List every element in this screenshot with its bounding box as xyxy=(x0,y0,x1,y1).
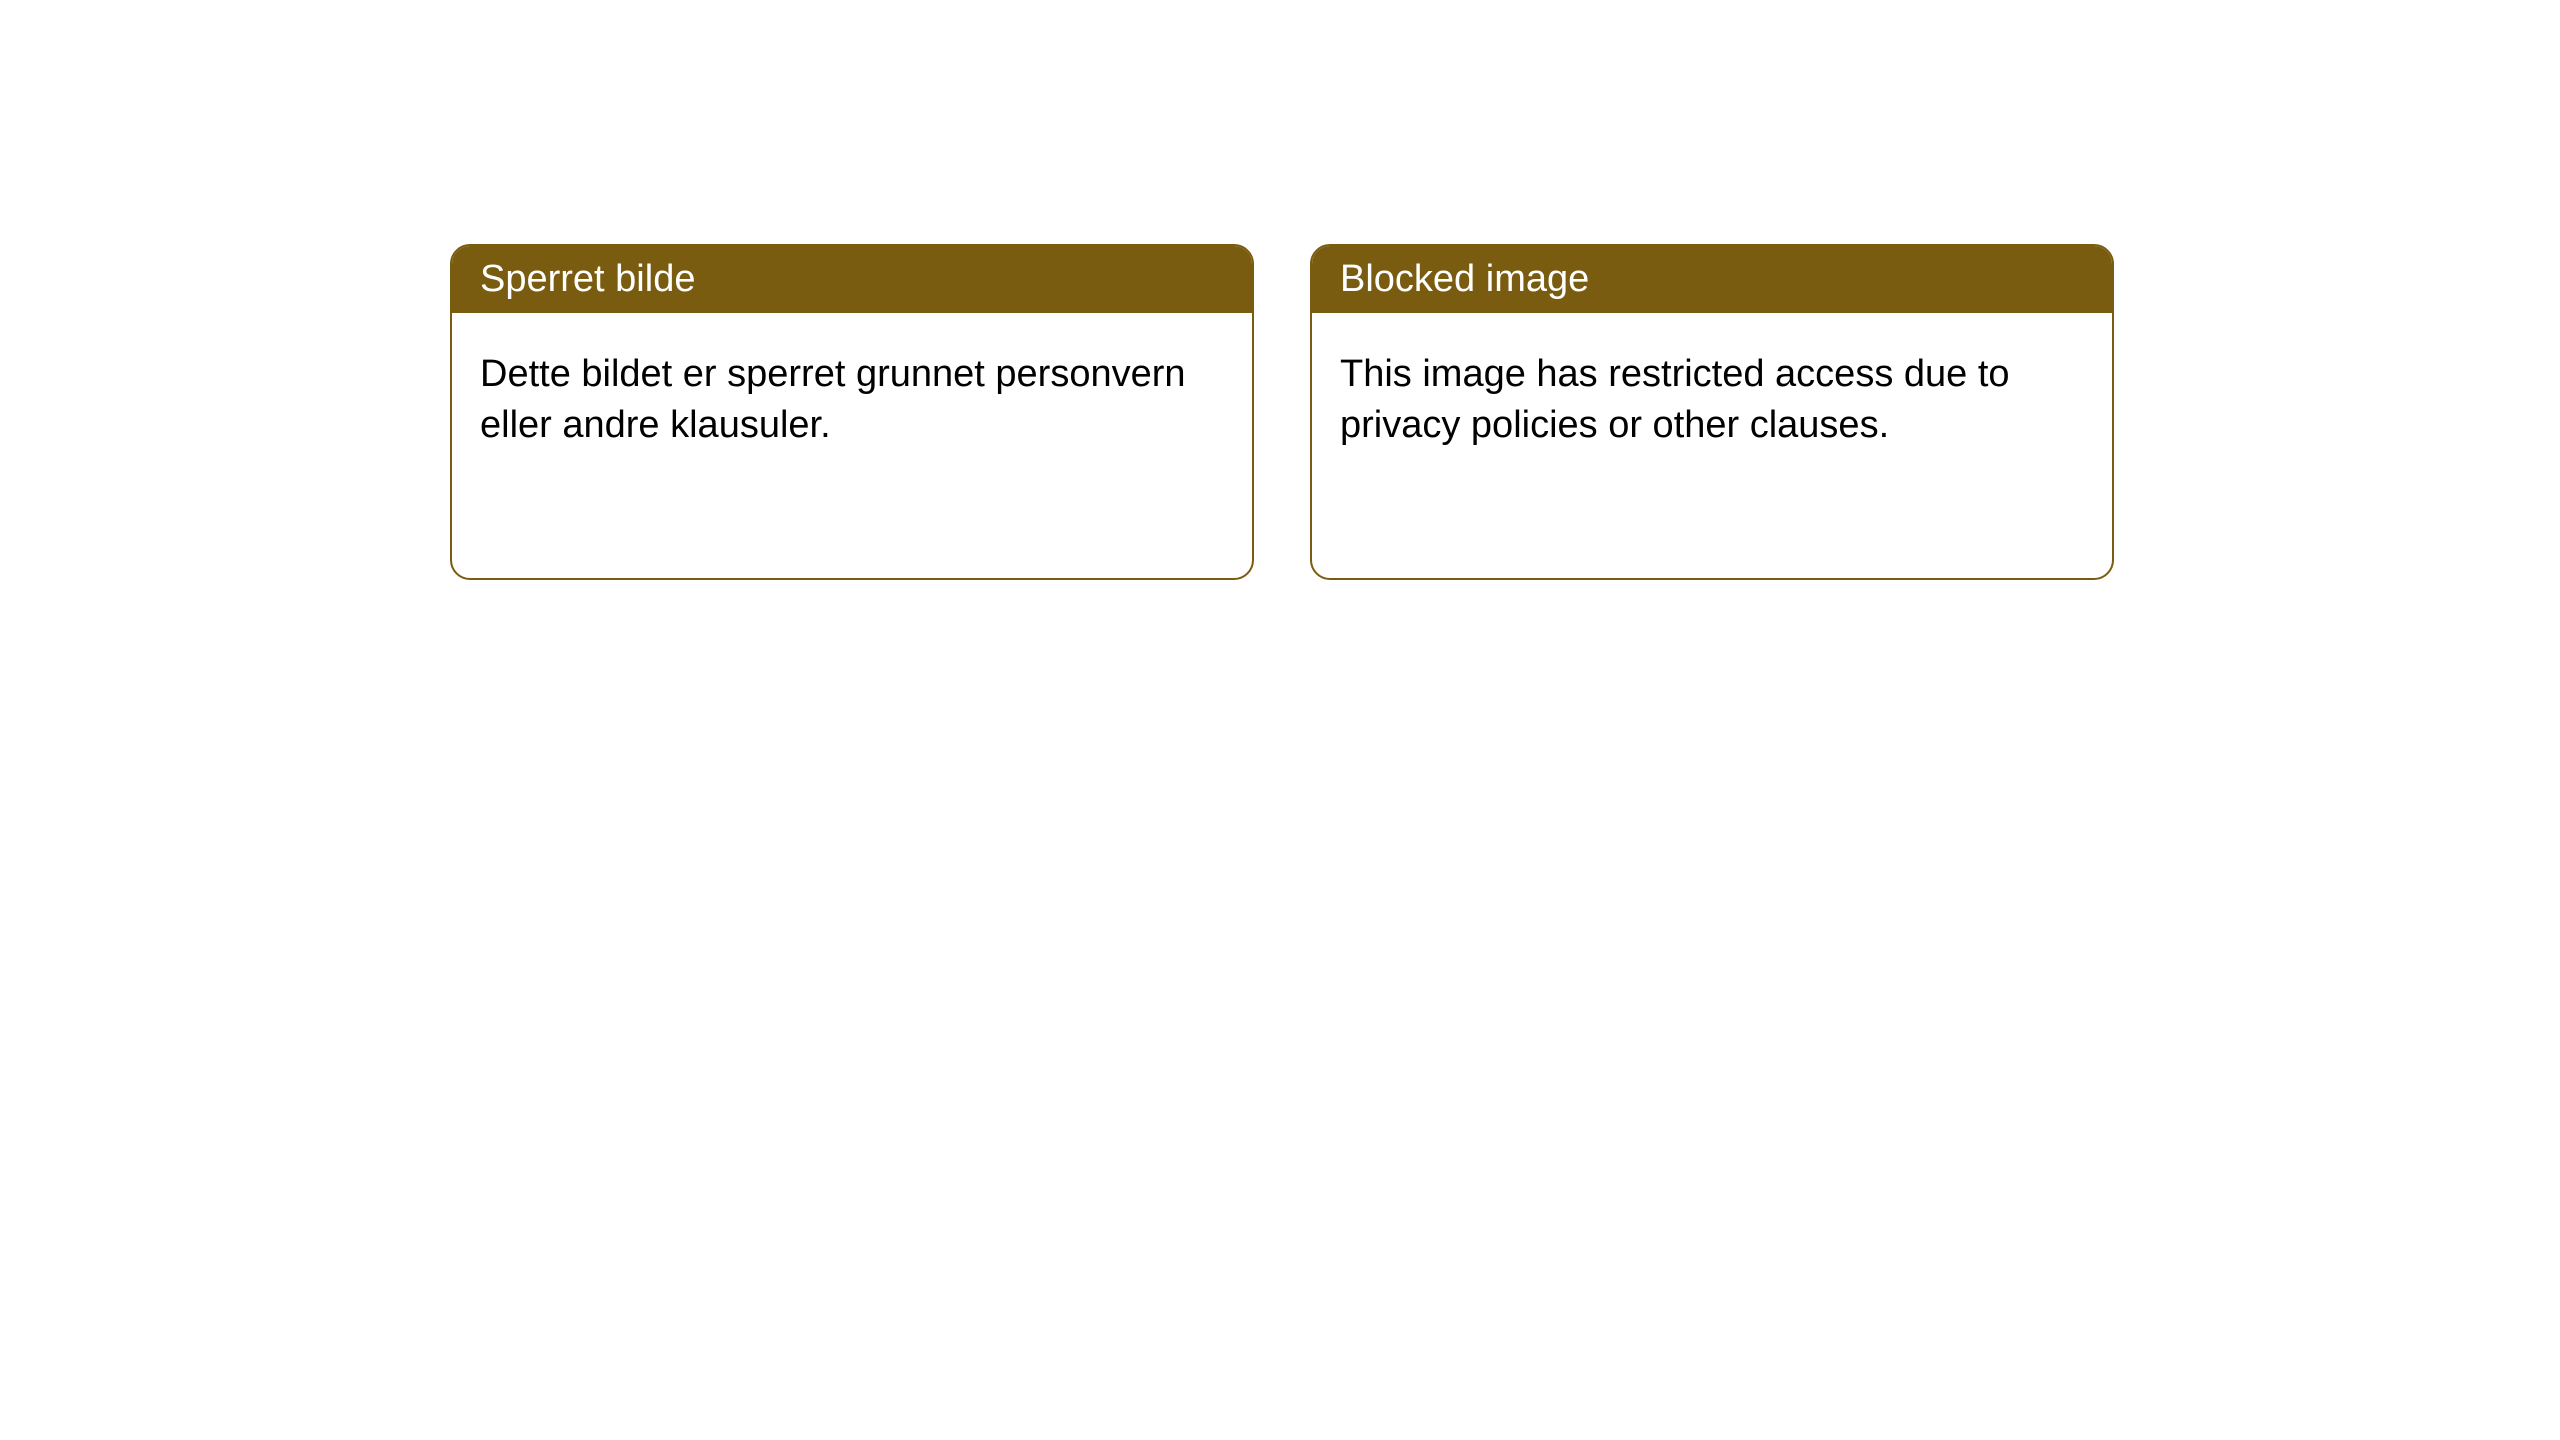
card-header-english: Blocked image xyxy=(1312,246,2112,313)
blocked-image-card-english: Blocked image This image has restricted … xyxy=(1310,244,2114,580)
card-body-english: This image has restricted access due to … xyxy=(1312,313,2112,488)
blocked-image-card-norwegian: Sperret bilde Dette bildet er sperret gr… xyxy=(450,244,1254,580)
card-body-norwegian: Dette bildet er sperret grunnet personve… xyxy=(452,313,1252,488)
card-header-norwegian: Sperret bilde xyxy=(452,246,1252,313)
cards-container: Sperret bilde Dette bildet er sperret gr… xyxy=(0,0,2560,580)
